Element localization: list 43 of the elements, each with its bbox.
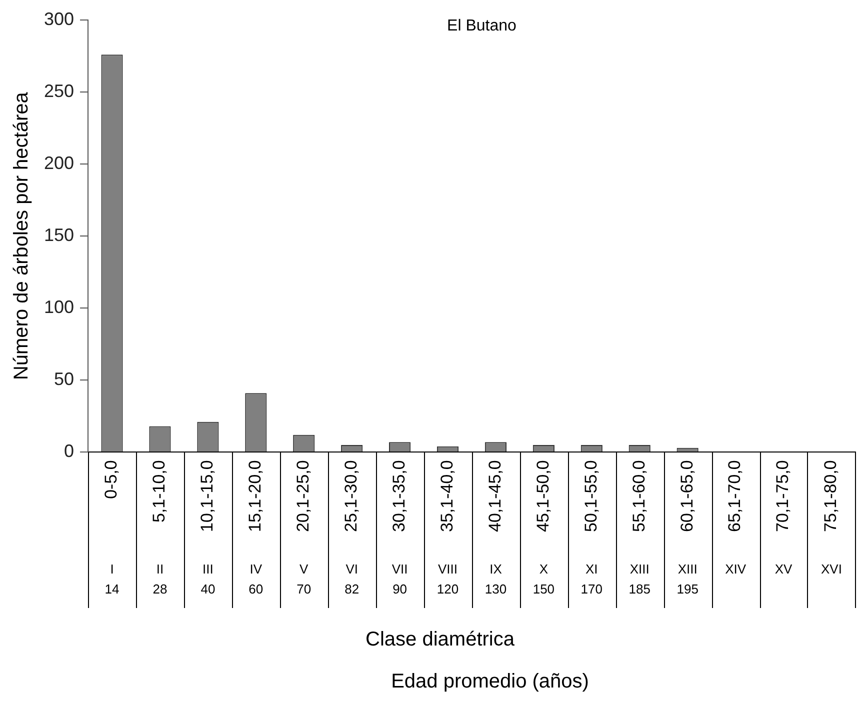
x-tick-label: 35,1-40,0 [437,460,456,532]
text: XVI [820,562,842,577]
x-tick-label: 60,1-65,0 [677,460,696,532]
x-tick-label: 45,1-50,0 [533,460,552,532]
x-tick-label: 10,1-15,0 [198,460,217,532]
text: IX 130 [484,562,507,597]
text: I 14 [104,562,120,597]
x-tick-label: 50,1-55,0 [581,460,600,532]
y-tick-label: 50 [54,369,74,390]
y-tick-label: 300 [44,8,74,29]
x-tick-label: 75,1-80,0 [821,460,840,532]
text: IV 60 [248,562,264,597]
text: XV [774,562,793,577]
chart-title: El Butano [447,17,517,34]
y-tick-label: 100 [44,297,74,318]
y-axis-title: Número de árboles por hectárea [10,91,33,380]
y-tick-label: 200 [44,153,74,174]
x-tick-label: 20,1-25,0 [294,460,313,532]
x-tick-label: 25,1-30,0 [342,460,361,532]
y-tick-label: 150 [44,225,74,246]
text: III 40 [200,562,216,597]
text: XIII 195 [676,562,698,597]
text: X 150 [532,562,555,597]
text: XI 170 [580,562,603,597]
x-tick-label: 40,1-45,0 [485,460,504,532]
x-tick-label: 15,1-20,0 [246,460,265,532]
x-axis-title: Clase diamétrica [366,628,516,651]
x-tick-label: 0-5,0 [102,460,121,499]
text: V 70 [296,562,312,597]
y-tick-label: 0 [64,441,74,462]
x-tick-label: 5,1-10,0 [150,460,169,523]
y-tick-label: 250 [44,80,74,101]
x-tick-label: 65,1-70,0 [725,460,744,532]
x-tick-label: 55,1-60,0 [629,460,648,532]
text: Edad promedio (años) [391,670,589,693]
x-tick-label: 30,1-35,0 [389,460,408,532]
text: II 28 [152,562,168,597]
text: VII 90 [392,562,408,597]
text: XIV [725,562,746,577]
text: VIII 120 [436,562,459,597]
text: XIII 185 [628,562,650,597]
text: VI 82 [344,562,360,597]
x-tick-label: 70,1-75,0 [773,460,792,532]
